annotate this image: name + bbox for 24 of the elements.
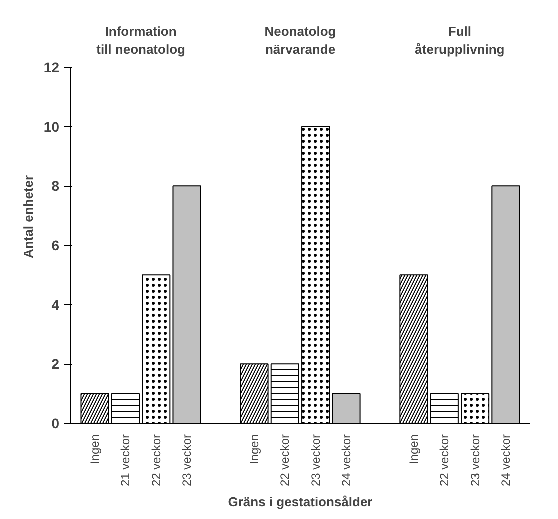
x-axis-title: Gräns i gestationsålder xyxy=(228,494,373,510)
y-tick-label: 6 xyxy=(52,237,60,254)
x-tick-label: 21 veckor xyxy=(118,434,133,487)
text: Neonatolog närvarande xyxy=(264,24,336,57)
y-tick-label: 0 xyxy=(52,416,60,432)
x-tick-label: 24 veckor xyxy=(498,434,513,487)
x-tick-label: 22 veckor xyxy=(149,434,164,487)
x-tick-label: 23 veckor xyxy=(308,434,323,487)
y-tick-label: 12 xyxy=(44,59,60,76)
y-tick-label: 2 xyxy=(52,356,60,372)
x-tick-label: 22 veckor xyxy=(278,434,292,487)
x-tick-label: Ingen xyxy=(88,434,102,465)
y-tick-label: 8 xyxy=(52,178,60,194)
x-tick-label: Ingen xyxy=(248,434,262,465)
text: Information till neonatolog xyxy=(96,24,186,57)
x-tick-label: 24 veckor xyxy=(340,434,354,487)
x-tick-label: 23 veckor xyxy=(180,434,194,487)
x-tick-label: 23 veckor xyxy=(468,434,482,487)
y-axis-title: Antal enheter xyxy=(20,175,36,259)
x-tick-label: Ingen xyxy=(406,434,421,465)
y-tick-label: 10 xyxy=(44,118,60,135)
y-tick-label: 4 xyxy=(52,296,60,313)
x-tick-label: 22 veckor xyxy=(438,434,452,487)
text: Full återupplivning xyxy=(415,24,505,57)
